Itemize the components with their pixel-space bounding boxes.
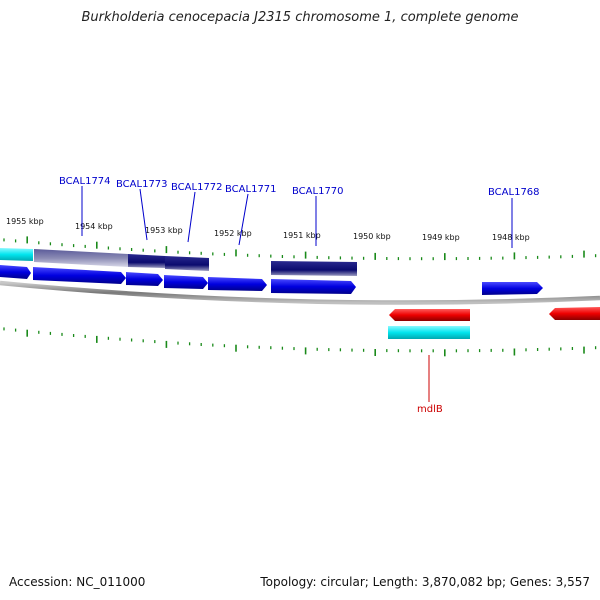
gene-arrow[interactable]	[271, 279, 356, 294]
gene-segment-bcal1774[interactable]	[34, 249, 128, 267]
forward-feature-track	[0, 248, 357, 276]
kbp-label: 1952 kbp	[214, 229, 252, 238]
cyan-feature-left	[0, 248, 33, 261]
gene-labels: BCAL1774 BCAL1773 BCAL1772 BCAL1771 BCAL…	[59, 176, 540, 415]
gene-arrow[interactable]	[126, 272, 163, 286]
gene-label-mdlb[interactable]: mdlB	[417, 404, 443, 415]
gene-arrow[interactable]	[164, 275, 208, 289]
kbp-label: 1955 kbp	[6, 217, 44, 226]
gene-label-bcal1771[interactable]: BCAL1771	[225, 184, 277, 195]
label-leader-lines	[81, 186, 513, 402]
gene-segment-bcal1773[interactable]	[128, 254, 165, 268]
map-title: Burkholderia cenocepacia J2315 chromosom…	[81, 10, 519, 25]
gene-arrow[interactable]	[549, 307, 600, 320]
chromosome-backbone	[0, 280, 600, 305]
gene-label-bcal1768[interactable]: BCAL1768	[488, 187, 540, 198]
kbp-label: 1948 kbp	[492, 233, 530, 242]
gene-label-bcal1774[interactable]: BCAL1774	[59, 176, 111, 187]
kbp-label: 1950 kbp	[353, 232, 391, 241]
gene-segment-bcal1770[interactable]	[271, 261, 357, 276]
topology-text: Topology: circular; Length: 3,870,082 bp…	[260, 575, 590, 589]
gene-label-bcal1772[interactable]: BCAL1772	[171, 182, 223, 193]
gene-arrow[interactable]	[208, 277, 267, 291]
gene-segment-bcal1772[interactable]	[165, 256, 209, 271]
gene-label-bcal1770[interactable]: BCAL1770	[292, 186, 344, 197]
accession-text: Accession: NC_011000	[9, 575, 146, 589]
kbp-scale-labels: 1955 kbp 1954 kbp 1953 kbp 1952 kbp 1951…	[6, 217, 530, 242]
gene-label-bcal1773[interactable]: BCAL1773	[116, 179, 168, 190]
kbp-label: 1949 kbp	[422, 233, 460, 242]
gene-arrow[interactable]	[0, 265, 31, 279]
forward-gene-lane	[0, 265, 543, 295]
kbp-label: 1951 kbp	[283, 231, 321, 240]
gene-arrow[interactable]	[482, 282, 543, 295]
cyan-feature-mdlb	[388, 326, 470, 339]
gene-arrow[interactable]	[33, 267, 126, 284]
kbp-label: 1953 kbp	[145, 226, 183, 235]
gene-arrow-mdlb[interactable]	[389, 309, 470, 321]
inner-tick-ring	[3, 327, 597, 357]
outer-tick-ring	[3, 236, 597, 261]
reverse-gene-lane	[388, 307, 600, 339]
kbp-label: 1954 kbp	[75, 222, 113, 231]
